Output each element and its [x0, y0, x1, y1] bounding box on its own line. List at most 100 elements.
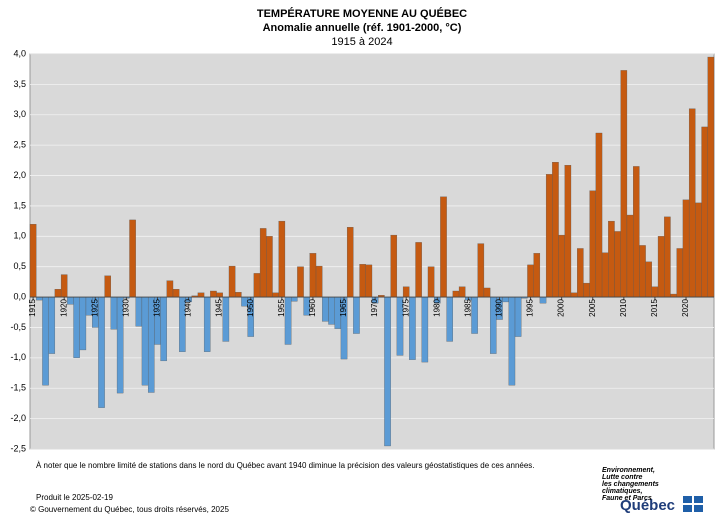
bar [415, 242, 422, 298]
bar [645, 261, 652, 298]
x-tick-label: 1920 [59, 299, 68, 317]
y-tick-label: -0,5 [10, 322, 26, 332]
x-tick-label: 2015 [650, 299, 659, 317]
bar [620, 70, 628, 298]
x-tick-label: 2020 [681, 299, 690, 317]
y-tick-label: 1,0 [13, 231, 26, 241]
bar [315, 265, 323, 298]
bar [651, 286, 659, 298]
bar [272, 292, 279, 298]
bar [601, 252, 609, 298]
bar [564, 165, 572, 298]
x-tick-label: 2010 [619, 299, 628, 317]
bar [701, 126, 708, 298]
bar [266, 236, 273, 298]
bar [228, 265, 236, 298]
x-tick-label: 1970 [370, 299, 379, 317]
bar [527, 264, 534, 298]
bar [48, 296, 56, 354]
copyright: © Gouvernement du Québec, tous droits ré… [30, 505, 229, 514]
bar [309, 253, 317, 298]
logo-name: Québec [620, 497, 675, 514]
x-tick-label: 1915 [28, 299, 37, 317]
bar [427, 266, 435, 298]
bar [291, 296, 298, 302]
bar [483, 287, 491, 298]
x-tick-label: 1950 [246, 299, 255, 317]
bar [129, 219, 136, 298]
chart-title: TEMPÉRATURE MOYENNE AU QUÉBEC [257, 7, 467, 20]
y-tick-label: 3,0 [13, 109, 26, 119]
chart-subtitle: Anomalie annuelle (réf. 1901-2000, °C) [263, 22, 462, 34]
x-tick-label: 2000 [557, 299, 566, 317]
y-tick-label: 1,5 [13, 200, 26, 210]
bar [477, 243, 485, 298]
logo-text: Environnement, [602, 467, 655, 474]
bar [253, 273, 261, 298]
bar [695, 202, 702, 298]
x-tick-label: 1930 [121, 299, 130, 317]
bar [539, 296, 547, 304]
bar [73, 296, 80, 358]
bar [458, 286, 466, 298]
bar [353, 296, 360, 334]
bar [608, 220, 615, 298]
x-tick-label: 1980 [432, 299, 441, 317]
x-tick-label: 1985 [463, 299, 472, 317]
bar [570, 292, 578, 298]
bar [328, 296, 335, 325]
bar [545, 174, 553, 298]
bar [583, 282, 590, 298]
bar [657, 236, 665, 298]
bar [278, 220, 286, 298]
bar [614, 231, 621, 298]
bar [104, 275, 111, 298]
bar [216, 292, 223, 298]
bar [197, 292, 205, 298]
bar [533, 253, 541, 298]
bar [322, 296, 329, 322]
note: À noter que le nombre limité de stations… [36, 461, 535, 470]
bar [682, 199, 690, 298]
y-tick-label: -2,0 [10, 413, 26, 423]
x-tick-label: 1990 [495, 299, 504, 317]
y-tick-label: 0,0 [13, 291, 26, 301]
x-tick-label: 1955 [277, 299, 286, 317]
bar [577, 248, 584, 298]
bar [676, 248, 684, 298]
bar [688, 108, 696, 298]
bar [707, 56, 715, 298]
bar [508, 296, 516, 386]
y-tick-label: 2,5 [13, 140, 26, 150]
bar [384, 296, 391, 447]
chart-period: 1915 à 2024 [331, 36, 392, 48]
bar [589, 190, 597, 298]
x-tick-label: 1935 [153, 299, 162, 317]
y-tick-label: -1,0 [10, 352, 26, 362]
x-tick-label: 1960 [308, 299, 317, 317]
bar [54, 289, 62, 298]
y-tick-label: -2,5 [10, 443, 26, 453]
bar [421, 296, 429, 363]
bar [670, 293, 677, 298]
bar [626, 214, 634, 298]
bar [359, 264, 366, 298]
bar [172, 289, 180, 298]
bar [633, 166, 640, 298]
logo-text: climatiques, [602, 488, 643, 495]
y-tick-label: 0,5 [13, 261, 26, 271]
bar [141, 296, 149, 386]
bar [552, 162, 559, 298]
x-tick-label: 1975 [401, 299, 410, 317]
bar [110, 296, 118, 330]
bar [203, 296, 211, 352]
y-tick-label: 2,0 [13, 170, 26, 180]
x-tick-label: 1940 [184, 299, 193, 317]
bar [235, 292, 242, 298]
bar [558, 234, 565, 298]
bar [79, 296, 87, 351]
bar [440, 196, 447, 298]
bar [60, 274, 68, 298]
y-tick-label: -1,5 [10, 383, 26, 393]
